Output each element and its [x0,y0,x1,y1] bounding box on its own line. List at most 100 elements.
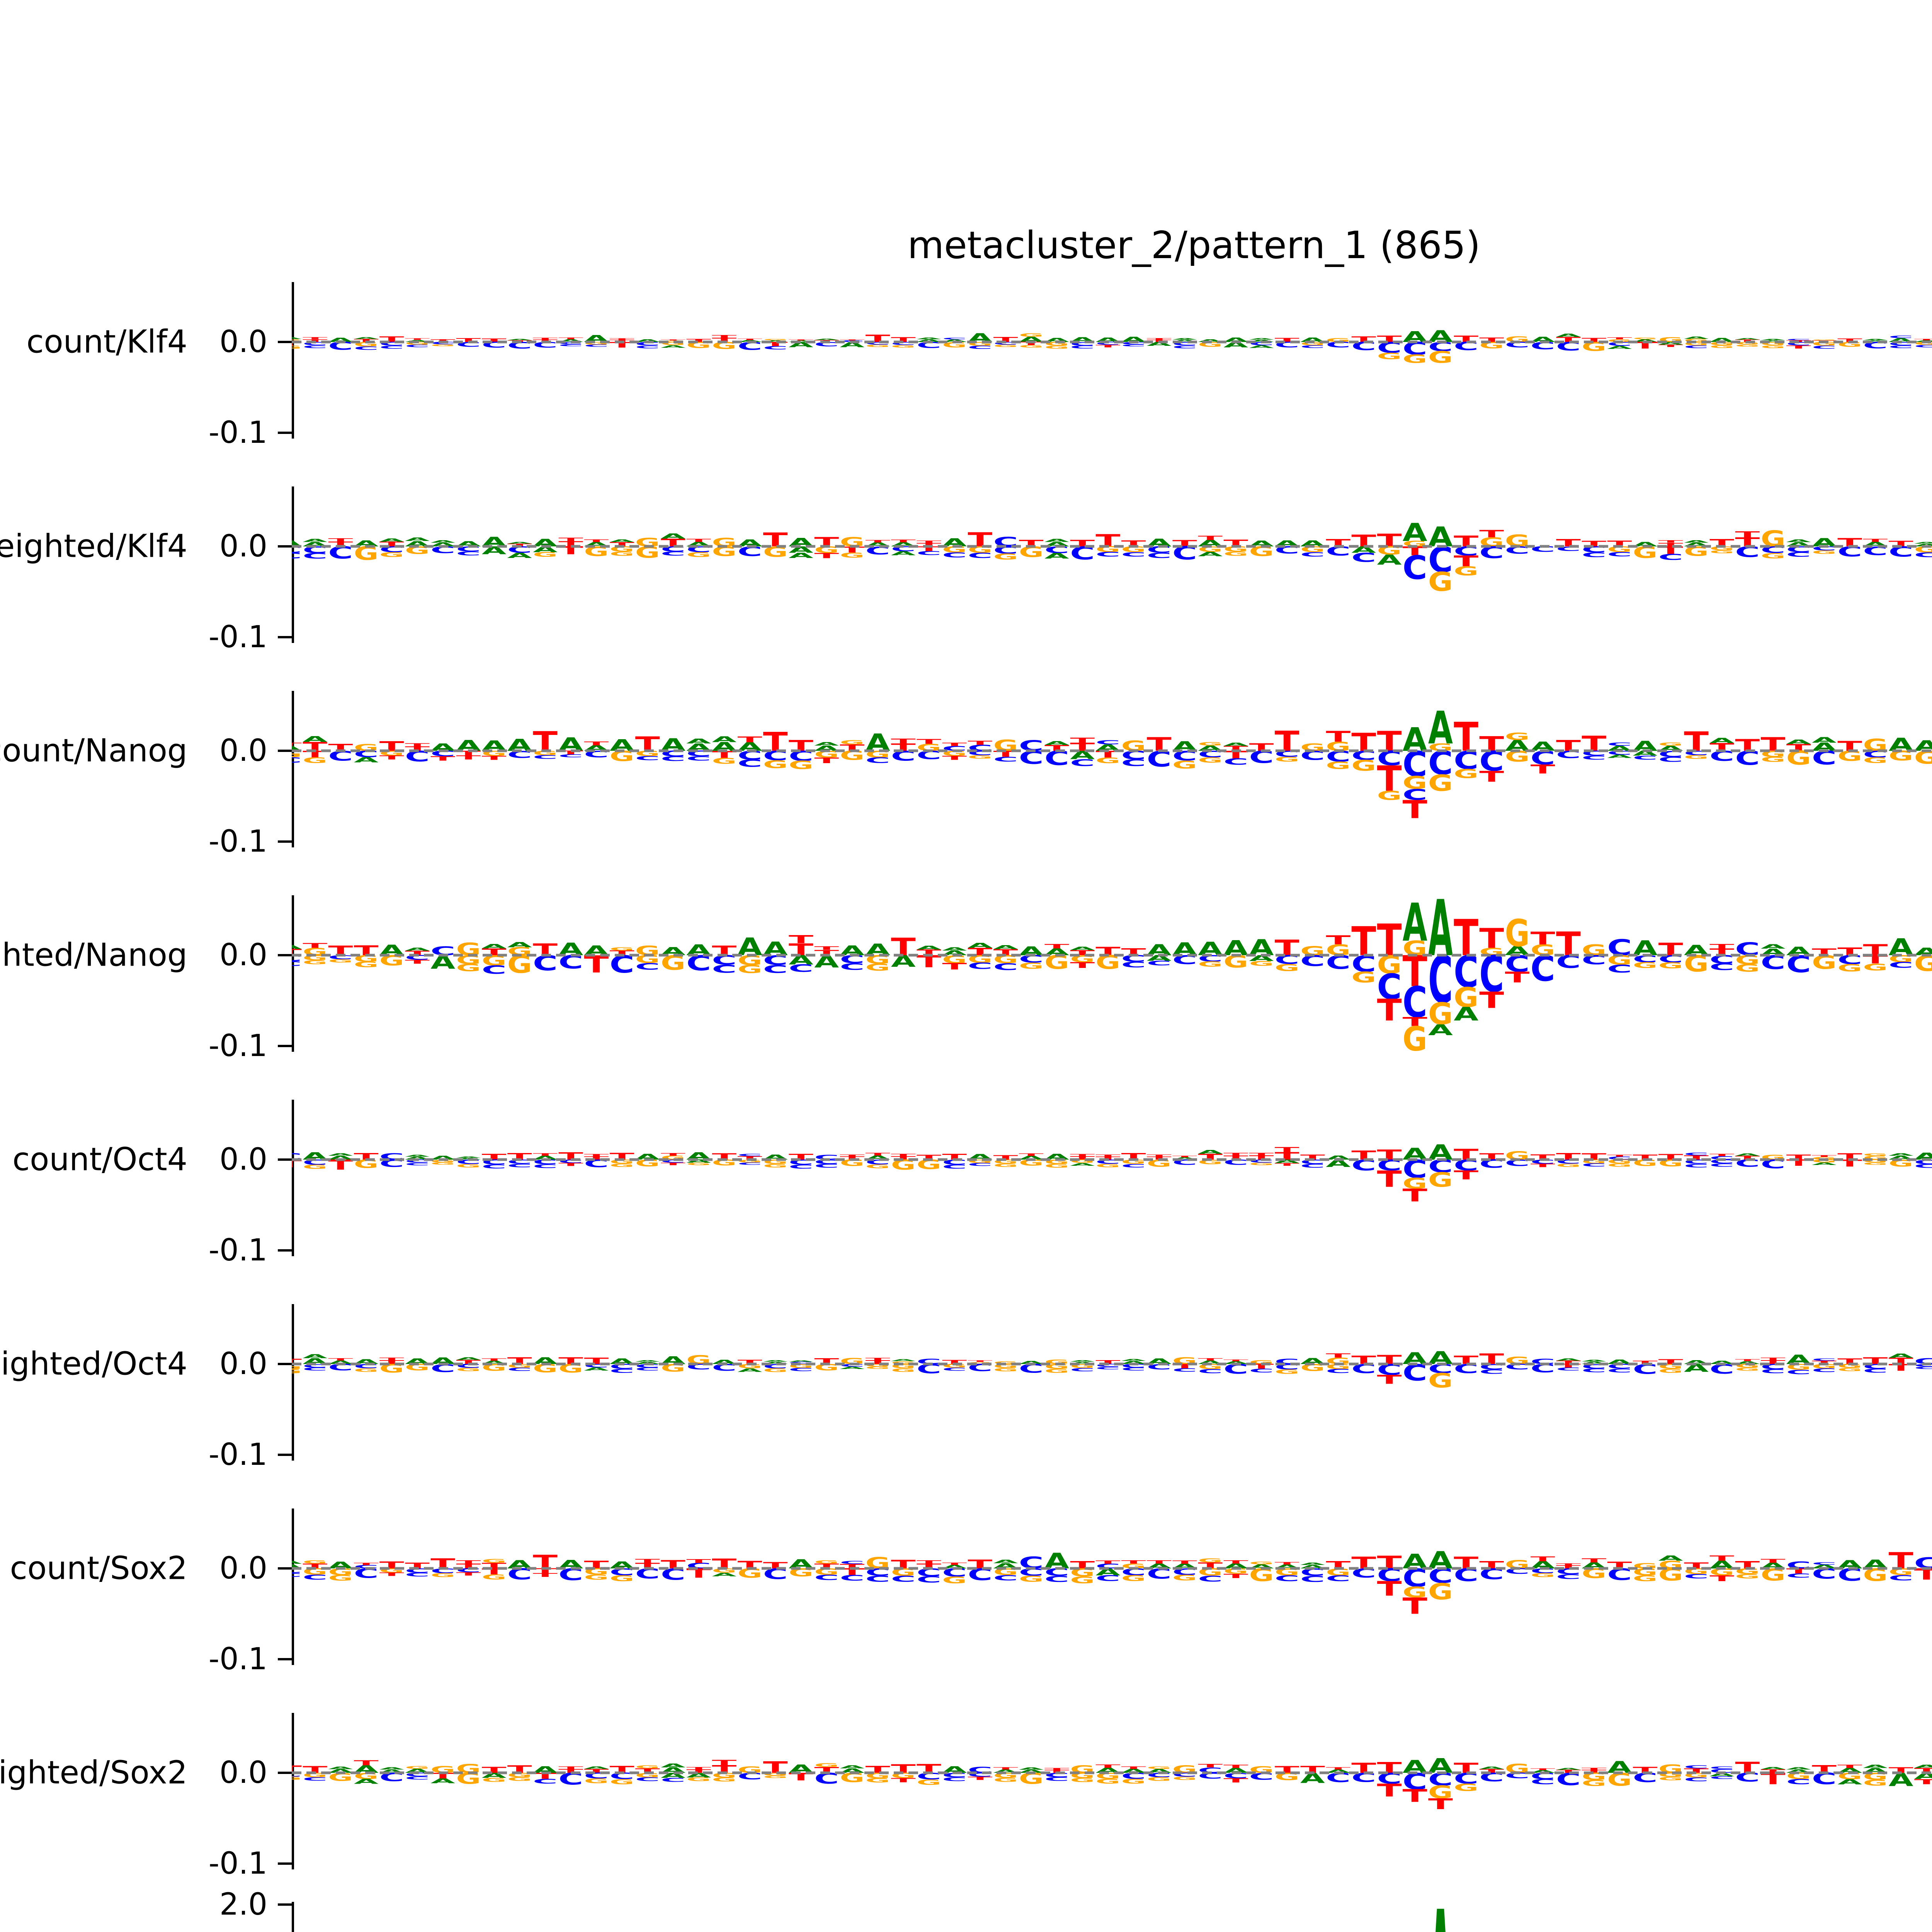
logo-letter-A: A [1121,1358,1146,1361]
logo-letter-T: T [968,1360,992,1362]
logo-letter-C: C [942,1776,967,1782]
logo-letter-A: A [1479,1766,1504,1770]
logo-letter-A: A [328,337,353,344]
logo-letter-T: T [1223,1152,1248,1156]
logo-letter-A: A [1556,333,1581,338]
logo-letter-G: G [993,344,1018,348]
logo-letter-A: A [1914,542,1932,544]
logo-letter-C: C [533,340,558,349]
logo-letter-C: C [635,755,660,762]
logo-letter-C: C [686,755,711,762]
logo-letter-A: A [1684,539,1709,543]
logo-letter-G: G [610,551,634,558]
logo-letter-T: T [661,1162,686,1166]
logo-letter-C: C [1914,551,1932,559]
logo-letter-C: C [1684,345,1709,349]
logo-letter-A: A [1607,345,1632,350]
logo-letter-A: A [1326,1155,1351,1161]
logo-letter-G: G [1761,345,1786,349]
logo-letter-G: G [1556,1163,1581,1168]
logo-letter-C: C [1300,345,1325,349]
logo-letter-G: G [1249,960,1274,968]
y-tick-mark [278,341,292,343]
logo-letter-T: T [1275,1162,1300,1167]
logo-letter-A: A [1658,1554,1683,1563]
y-axis-spine [292,282,294,439]
subplot-count-oct4: CTACGAATTGCCAACCAGGAACGTCCTCCATCCTCTTTCT… [278,1100,1932,1256]
y-axis-spine [292,895,294,1052]
logo-letter-T: T [558,1162,583,1167]
y-tick-label: -0.1 [208,1437,267,1472]
logo-letter-G: G [1761,551,1786,560]
logo-letter-C: C [1658,552,1683,562]
logo-letter-A: A [1300,1562,1325,1566]
logo-letter-A: A [507,541,532,544]
logo-letter-A: A [1019,335,1044,344]
logo-letter-T: T [533,726,558,757]
logo-letter-T: T [891,737,916,745]
logo-letter-T: T [891,1777,916,1784]
y-tick-mark [278,954,292,956]
logo-letter-C: C [866,1574,890,1584]
logo-letter-C: C [635,345,660,349]
logo-letter-A: A [763,340,788,342]
logo-letter-G: G [1428,1168,1453,1192]
logo-letter-A: A [430,1155,455,1161]
logo-letter-A: A [584,1766,609,1770]
logo-letter-G: G [1709,345,1734,349]
logo-letter-G: G [1658,961,1683,970]
logo-letter-T: T [686,1558,711,1564]
logo-letter-T: T [1709,1554,1734,1562]
logo-letter-C: C [993,755,1018,763]
logo-letter-C: C [738,1153,762,1157]
logo-letter-C: C [635,961,660,972]
logo-letter-A: A [405,1154,430,1157]
logo-letter-C: C [277,1572,302,1578]
logo-letter-A: A [405,536,430,542]
y-tick-label: 0.0 [219,1755,267,1790]
y-tick-label: 0.0 [219,529,267,564]
logo-letter-A: A [840,1366,864,1370]
logo-letter-T: T [866,1152,891,1156]
logo-letter-C: C [328,954,353,961]
logo-letters: AACCTGGCAGGCTCTGTTCCTCGTTCTTGTGACTTTACTG… [277,1546,1932,1619]
logo-letter-C: C [1121,961,1146,969]
logo-letter-T: T [635,1558,660,1564]
logo-letter-C: C [712,963,736,975]
logo-letter-C: C [1172,1367,1197,1373]
logo-letter-C: C [405,1776,430,1781]
logo-letter-G: G [1505,912,1530,955]
logo-letter-C: C [533,754,558,760]
logo-letter-G: G [1735,962,1760,974]
logo-letter-G: G [1095,1777,1120,1785]
logo-letter-G: G [866,1366,890,1370]
logo-letter-C: C [1147,960,1172,967]
subplot-count-sox2: AACCTGGCAGGCTCTGTTCCTCGTTCTTGTGACTTTACTG… [277,1509,1932,1665]
logo-letter-T: T [789,339,813,340]
logo-letter-A: A [1761,339,1786,341]
logo-letter-T: T [1863,538,1888,543]
logo-letter-C: C [891,1574,916,1584]
logo-letter-G: G [610,1163,634,1168]
logo-letter-A: A [1070,1162,1095,1167]
logo-letter-A: A [1198,551,1223,558]
logo-letter-A: A [1223,337,1248,344]
logo-letter-G: G [430,344,455,347]
logo-letter-T: T [1377,1781,1402,1801]
logo-letter-T: T [1684,726,1709,757]
logo-letter-T: T [354,1562,379,1566]
logo-letter-G: G [456,1163,481,1169]
subplot-count-klf4: GATGTTCCACTAGCTCCATGCTCGTCTCTACTTCATCCAG… [278,282,1932,439]
logo-letter-G: G [507,1776,532,1782]
y-axis-spine [292,486,294,643]
logo-letter-T: T [1198,1763,1223,1769]
logo-letter-G: G [686,551,711,559]
logo-letter-G: G [814,1762,839,1769]
logo-letter-C: C [968,551,992,560]
logo-letter-A: A [482,943,507,950]
logo-letter-T: T [1223,1359,1248,1362]
logo-letter-C: C [1223,1158,1248,1167]
logo-letter-C: C [840,1560,864,1565]
